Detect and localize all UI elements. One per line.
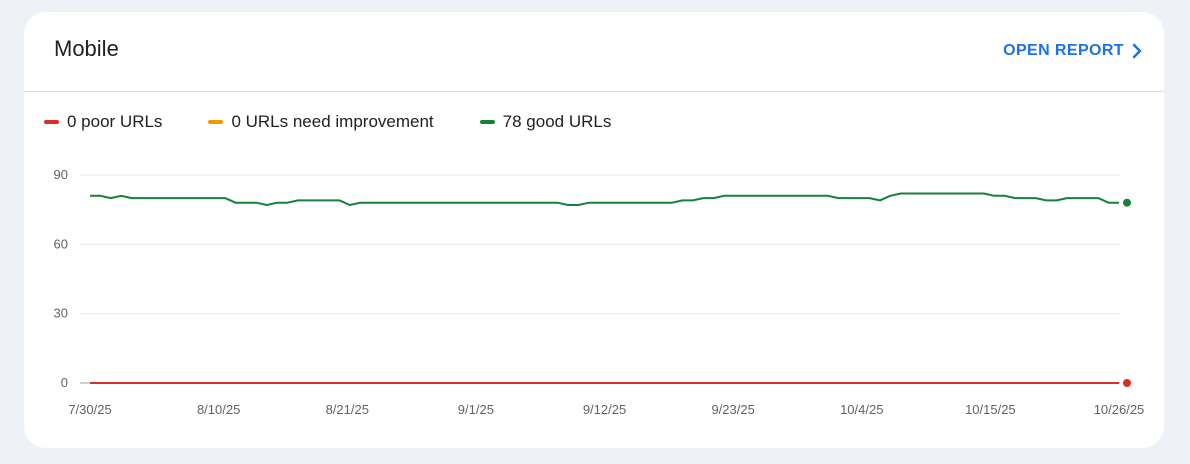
- legend-label-poor: 0 poor URLs: [67, 112, 163, 131]
- x-tick-label: 7/30/25: [68, 402, 111, 417]
- x-tick-label: 9/12/25: [583, 402, 626, 417]
- series-end-marker-poor-urls: [1123, 379, 1131, 387]
- line-chart: 0 30 60 90 7/30/25 8/10/25 8/21/25 9/1/25 9/12/2…: [54, 167, 1145, 417]
- x-tick-label: 10/4/25: [840, 402, 883, 417]
- y-tick-label: 60: [54, 236, 68, 251]
- legend-label-good: 78 good URLs: [502, 112, 612, 131]
- legend-item-poor[interactable]: 0 poor URLs: [44, 112, 162, 132]
- chart-legend: 0 poor URLs 0 URLs need improvement 78 g…: [44, 112, 611, 132]
- legend-swatch-poor: [44, 120, 59, 124]
- x-tick-label: 8/21/25: [326, 402, 369, 417]
- x-tick-label: 10/15/25: [965, 402, 1016, 417]
- legend-swatch-needs-improvement: [208, 120, 224, 124]
- legend-label-needs-improvement: 0 URLs need improvement: [231, 112, 434, 131]
- mobile-card: Mobile OPEN REPORT 0 poor URLs 0 URLs ne…: [24, 12, 1164, 448]
- legend-item-needs-improvement[interactable]: 0 URLs need improvement: [208, 112, 434, 132]
- x-tick-label: 9/1/25: [458, 402, 494, 417]
- open-report-link[interactable]: OPEN REPORT: [1003, 42, 1142, 60]
- x-tick-label: 10/26/25: [1094, 402, 1145, 417]
- open-report-label: OPEN REPORT: [1003, 42, 1124, 59]
- legend-swatch-good: [479, 120, 495, 124]
- chevron-right-icon: [1132, 43, 1142, 59]
- series-end-marker-good-urls: [1123, 198, 1131, 207]
- y-tick-label: 0: [61, 375, 68, 390]
- x-tick-label: 8/10/25: [197, 402, 240, 417]
- x-tick-label: 9/23/25: [711, 402, 754, 417]
- legend-item-good[interactable]: 78 good URLs: [479, 112, 612, 132]
- card-title: Mobile: [54, 36, 119, 61]
- card-header: Mobile OPEN REPORT: [24, 12, 1164, 92]
- y-tick-label: 90: [54, 167, 68, 182]
- y-tick-label: 30: [54, 306, 68, 321]
- series-line-good-urls: [90, 192, 1119, 206]
